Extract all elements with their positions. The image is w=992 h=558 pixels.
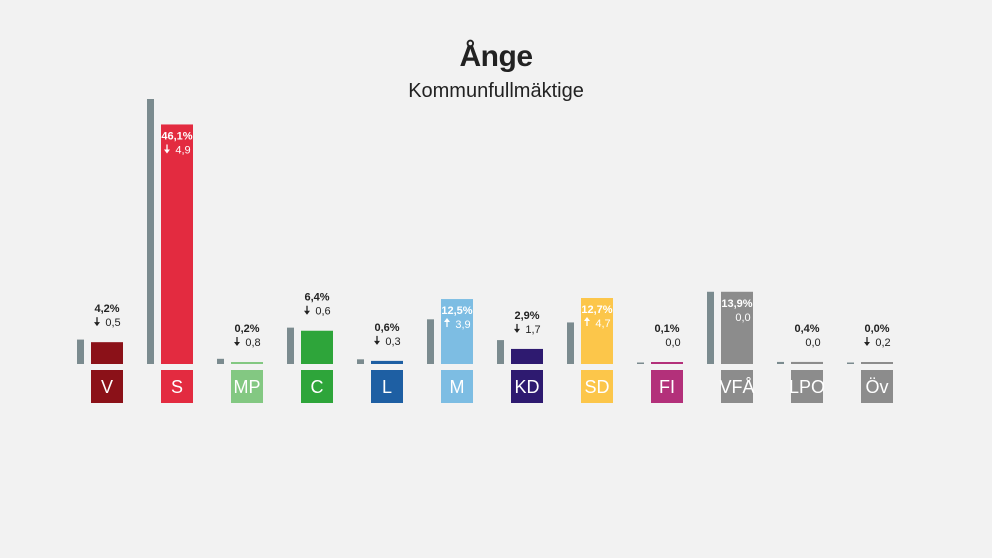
party-label-lpo: LPO — [789, 377, 825, 397]
chart-subtitle: Kommunfullmäktige — [408, 80, 584, 102]
change-arrowhead-l — [374, 340, 380, 345]
current-bar-vfå — [721, 291, 753, 364]
party-box-m — [441, 370, 473, 403]
change-label-lpo: 0,0 — [805, 337, 820, 349]
party-label-fi: FI — [659, 377, 675, 397]
value-label-lpo: 0,4% — [794, 323, 819, 335]
party-label-öv: Öv — [865, 377, 888, 397]
value-label-vfå: 13,9% — [721, 298, 752, 310]
value-label-mp: 0,2% — [234, 323, 259, 335]
previous-bar-sd — [567, 322, 574, 364]
change-label-öv: 0,2 — [875, 337, 890, 349]
change-label-m: 3,9 — [455, 319, 470, 331]
value-label-m: 12,5% — [441, 305, 472, 317]
change-label-kd: 1,7 — [525, 324, 540, 336]
previous-bar-c — [287, 327, 294, 364]
previous-bar-l — [357, 359, 364, 364]
party-box-c — [301, 370, 333, 403]
value-label-sd: 12,7% — [581, 304, 612, 316]
party-label-l: L — [382, 377, 392, 397]
party-label-mp: MP — [234, 377, 261, 397]
value-label-fi: 0,1% — [654, 323, 679, 335]
party-box-v — [91, 370, 123, 403]
party-box-s — [161, 370, 193, 403]
previous-bar-fi — [637, 362, 644, 364]
party-label-m: M — [450, 377, 465, 397]
previous-bar-vfå — [707, 291, 714, 364]
current-bar-m — [441, 299, 473, 364]
current-bar-fi — [651, 362, 683, 364]
party-label-v: V — [101, 377, 113, 397]
value-label-kd: 2,9% — [514, 310, 539, 322]
change-label-mp: 0,8 — [245, 337, 260, 349]
current-bar-sd — [581, 298, 613, 364]
current-bar-kd — [511, 348, 543, 364]
party-label-sd: SD — [584, 377, 609, 397]
current-bar-mp — [231, 362, 263, 364]
party-label-s: S — [171, 377, 183, 397]
change-arrowhead-kd — [514, 328, 520, 333]
party-label-c: C — [311, 377, 324, 397]
current-bar-s — [161, 124, 193, 364]
previous-bar-m — [427, 319, 434, 364]
value-label-öv: 0,0% — [864, 323, 889, 335]
party-box-fi — [651, 370, 683, 403]
change-arrowhead-c — [304, 310, 310, 315]
party-box-mp — [231, 370, 263, 403]
change-label-s: 4,9 — [175, 144, 190, 156]
value-label-v: 4,2% — [94, 303, 119, 315]
previous-bar-s — [147, 99, 154, 364]
change-label-v: 0,5 — [105, 317, 120, 329]
change-label-c: 0,6 — [315, 306, 330, 318]
previous-bar-lpo — [777, 361, 784, 364]
party-box-vfå — [721, 370, 753, 403]
current-bar-öv — [861, 362, 893, 364]
party-label-vfå: VFÅ — [719, 377, 754, 397]
current-bar-l — [371, 360, 403, 364]
party-box-lpo — [791, 370, 823, 403]
party-box-l — [371, 370, 403, 403]
current-bar-lpo — [791, 361, 823, 364]
previous-bar-mp — [217, 358, 224, 364]
change-arrowhead-v — [94, 322, 100, 327]
change-arrowhead-öv — [864, 342, 870, 346]
change-arrowhead-mp — [234, 342, 240, 346]
change-label-fi: 0,0 — [665, 337, 680, 349]
value-label-l: 0,6% — [374, 322, 399, 334]
change-arrowhead-m — [444, 318, 450, 323]
previous-bar-v — [77, 339, 84, 364]
party-box-sd — [581, 370, 613, 403]
party-box-öv — [861, 370, 893, 403]
change-label-l: 0,3 — [385, 336, 400, 348]
value-label-s: 46,1% — [161, 130, 192, 142]
change-arrowhead-sd — [584, 317, 590, 322]
party-box-kd — [511, 370, 543, 403]
value-label-c: 6,4% — [304, 292, 329, 304]
chart-title: Ånge — [459, 40, 534, 73]
change-label-vfå: 0,0 — [735, 312, 750, 324]
party-label-kd: KD — [514, 377, 539, 397]
change-label-sd: 4,7 — [595, 318, 610, 330]
previous-bar-öv — [847, 362, 854, 364]
current-bar-c — [301, 330, 333, 364]
change-arrowhead-s — [164, 149, 170, 154]
current-bar-v — [91, 342, 123, 364]
previous-bar-kd — [497, 340, 504, 364]
